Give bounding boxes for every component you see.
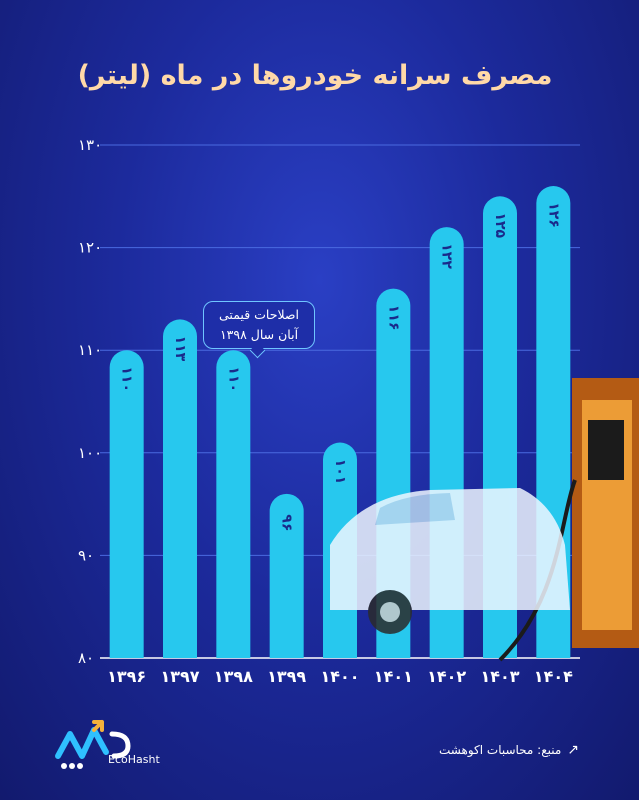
x-tick-label: ۱۴۰۴ bbox=[534, 667, 573, 686]
bar bbox=[163, 319, 197, 658]
car-window bbox=[375, 493, 455, 525]
y-tick-label: ۹۰ bbox=[78, 546, 94, 564]
bar-value-label: ۹۶ bbox=[279, 514, 295, 531]
bar-value-label: ۱۲۵ bbox=[492, 212, 508, 238]
y-tick-label: ۱۱۰ bbox=[78, 341, 102, 359]
bar bbox=[216, 350, 251, 658]
bar-value-label: ۱۱۳ bbox=[172, 336, 188, 362]
bar-value-label: ۱۲۶ bbox=[545, 202, 561, 228]
y-tick-label: ۱۲۰ bbox=[78, 239, 102, 257]
fuel-pump-display bbox=[588, 420, 624, 480]
x-tick-label: ۱۴۰۲ bbox=[427, 667, 466, 686]
car-illustration bbox=[330, 488, 570, 634]
bar-value-label: ۱۰۱ bbox=[332, 459, 348, 485]
x-tick-label: ۱۳۹۸ bbox=[214, 667, 253, 686]
bar bbox=[269, 493, 304, 658]
bar-value-label: ۱۱۰ bbox=[225, 366, 241, 392]
y-tick-label: ۱۳۰ bbox=[78, 136, 102, 154]
bar-value-label: ۱۱۶ bbox=[385, 305, 401, 331]
source-text: منبع: محاسبات اکوهشت bbox=[439, 743, 562, 757]
bar-value-label: ۱۱۰ bbox=[119, 366, 135, 392]
y-tick-label: ۸۰ bbox=[78, 649, 94, 667]
annotation-line1: اصلاحات قیمتی bbox=[219, 307, 299, 322]
x-tick-label: ۱۳۹۶ bbox=[107, 667, 146, 686]
y-tick-label: ۱۰۰ bbox=[78, 444, 102, 462]
bar-value-label: ۱۲۲ bbox=[439, 243, 455, 269]
y-axis-ticks: ۸۰ ۹۰ ۱۰۰ ۱۱۰ ۱۲۰ ۱۳۰ bbox=[78, 136, 102, 667]
x-tick-label: ۱۳۹۷ bbox=[160, 667, 199, 686]
x-tick-label: ۱۳۹۹ bbox=[267, 667, 306, 686]
brand-name: EcoHasht bbox=[108, 753, 160, 766]
chart-title: مصرف سرانه خودروها در ماه (لیتر) bbox=[77, 60, 553, 91]
x-axis-ticks: ۱۳۹۶ ۱۳۹۷ ۱۳۹۸ ۱۳۹۹ ۱۴۰۰ ۱۴۰۱ ۱۴۰۲ ۱۴۰۳ ۱۴۰۴ bbox=[107, 667, 573, 686]
x-tick-label: ۱۴۰۳ bbox=[480, 667, 519, 686]
x-tick-label: ۱۴۰۰ bbox=[320, 667, 359, 686]
source-note: ↗ منبع: محاسبات اکوهشت bbox=[439, 742, 579, 758]
annotation-callout: اصلاحات قیمتی آبان سال ۱۳۹۸ bbox=[203, 301, 315, 349]
bar bbox=[109, 350, 144, 658]
arrow-icon: ↗ bbox=[567, 742, 579, 758]
fuel-pump-illustration bbox=[498, 378, 639, 662]
x-tick-label: ۱۴۰۱ bbox=[374, 667, 413, 686]
annotation-line2: آبان سال ۱۳۹۸ bbox=[219, 327, 299, 342]
ecohasht-logo bbox=[55, 720, 131, 769]
